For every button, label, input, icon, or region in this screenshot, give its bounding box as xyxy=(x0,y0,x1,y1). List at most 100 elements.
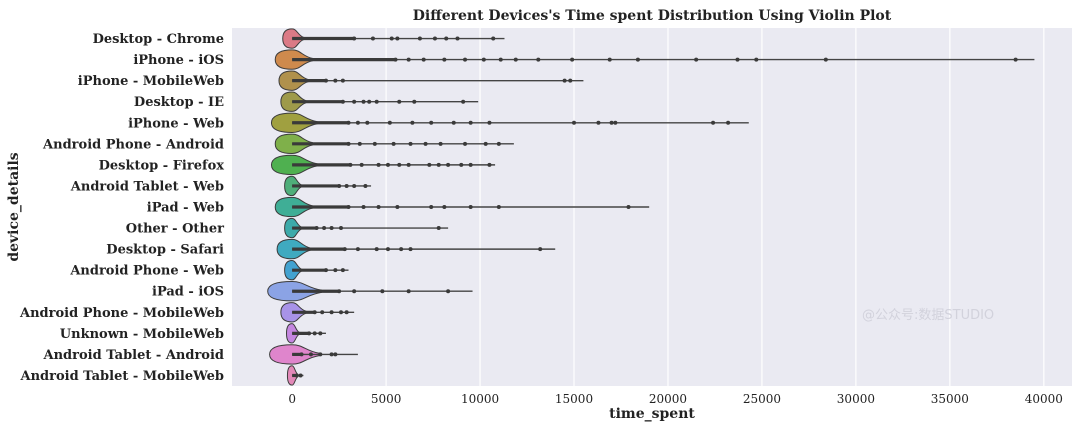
x-tick-label: 25000 xyxy=(743,392,781,406)
y-tick-label: iPhone - MobileWeb xyxy=(78,74,224,89)
data-point xyxy=(408,247,413,252)
data-point xyxy=(329,226,334,231)
data-point xyxy=(344,310,349,315)
data-point xyxy=(468,162,473,167)
x-axis-label: time_spent xyxy=(609,406,695,422)
y-tick-label: Android Phone - Android xyxy=(42,137,224,152)
y-axis-label: device_details xyxy=(6,152,22,261)
data-point xyxy=(352,99,357,104)
data-point xyxy=(461,99,466,104)
data-point xyxy=(294,373,299,378)
data-point xyxy=(446,289,451,294)
data-point xyxy=(463,141,468,146)
data-point xyxy=(372,141,377,146)
data-point xyxy=(408,141,413,146)
data-point xyxy=(363,183,368,188)
data-point xyxy=(451,120,456,125)
data-point xyxy=(399,247,404,252)
data-point xyxy=(417,36,422,41)
data-point xyxy=(333,268,338,273)
data-point xyxy=(572,120,577,125)
data-point xyxy=(412,99,417,104)
data-point xyxy=(340,268,345,273)
y-tick-labels: Desktop - Chrome iPhone - iOS iPhone - Mob… xyxy=(19,32,224,384)
data-point xyxy=(346,205,351,209)
violin-group xyxy=(274,133,514,155)
data-point xyxy=(329,310,334,315)
x-tick-label: 20000 xyxy=(649,392,687,406)
data-point xyxy=(487,162,492,167)
violin-group xyxy=(270,154,496,176)
data-point xyxy=(481,57,486,62)
data-point xyxy=(329,352,334,357)
data-point xyxy=(380,289,385,294)
data-point xyxy=(406,57,411,62)
data-point xyxy=(397,99,402,104)
data-point xyxy=(385,247,390,252)
data-point xyxy=(726,120,731,125)
x-tick-label: 40000 xyxy=(1025,392,1063,406)
data-point xyxy=(491,36,496,41)
data-point xyxy=(635,57,640,62)
data-point xyxy=(320,310,325,315)
data-point xyxy=(359,162,364,167)
y-tick-label: Android Tablet - MobileWeb xyxy=(19,369,224,384)
data-point xyxy=(442,57,447,62)
y-tick-label: iPhone - Web xyxy=(128,116,224,131)
data-point xyxy=(487,120,492,125)
data-point xyxy=(333,78,338,83)
x-tick-label: 10000 xyxy=(461,392,499,406)
watermark: @公众号:数据STUDIO xyxy=(862,308,994,323)
data-point xyxy=(340,78,345,83)
violin-group xyxy=(284,175,372,197)
data-point xyxy=(463,57,468,62)
y-tick-label: Android Tablet - Web xyxy=(70,179,224,194)
x-tick-labels: 0 5000 10000 15000 20000 25000 30000 35000 40000 xyxy=(288,392,1063,406)
violin-group xyxy=(284,259,349,281)
data-point xyxy=(436,226,441,231)
data-point xyxy=(338,310,343,315)
data-point xyxy=(609,120,614,125)
data-point xyxy=(307,331,312,336)
x-tick-label: 30000 xyxy=(837,392,875,406)
y-tick-label: iPhone - iOS xyxy=(133,53,224,68)
data-point xyxy=(323,268,328,273)
violins xyxy=(267,28,1035,386)
data-point xyxy=(387,120,392,125)
data-point xyxy=(385,162,390,167)
violin-group xyxy=(274,196,650,218)
data-point xyxy=(337,289,342,294)
y-tick-label: Other - Other xyxy=(126,222,224,237)
data-point xyxy=(468,120,473,125)
data-point xyxy=(427,162,432,167)
data-point xyxy=(361,205,366,209)
data-point xyxy=(483,141,488,146)
data-point xyxy=(298,373,303,378)
data-point xyxy=(429,205,434,209)
data-point xyxy=(395,36,400,41)
data-point xyxy=(423,141,428,146)
data-point xyxy=(735,57,740,62)
x-tick-label: 0 xyxy=(288,392,296,406)
data-point xyxy=(406,289,411,294)
chart-title: Different Devices's Time spent Distribut… xyxy=(413,8,892,24)
data-point xyxy=(823,57,828,62)
y-tick-label: Unknown - MobileWeb xyxy=(60,327,224,342)
data-point xyxy=(308,352,313,357)
data-point xyxy=(711,120,716,125)
data-point xyxy=(513,57,518,62)
data-point xyxy=(337,183,342,188)
data-point xyxy=(754,57,759,62)
data-point xyxy=(340,99,345,104)
data-point xyxy=(376,205,381,209)
data-point xyxy=(570,57,575,62)
data-point xyxy=(389,36,394,41)
data-point xyxy=(323,78,328,83)
data-point xyxy=(468,205,473,209)
violin-group xyxy=(280,302,355,323)
data-point xyxy=(446,162,451,167)
data-point xyxy=(562,78,567,83)
data-point xyxy=(333,352,338,357)
y-tick-label: Android Phone - Web xyxy=(69,264,224,279)
